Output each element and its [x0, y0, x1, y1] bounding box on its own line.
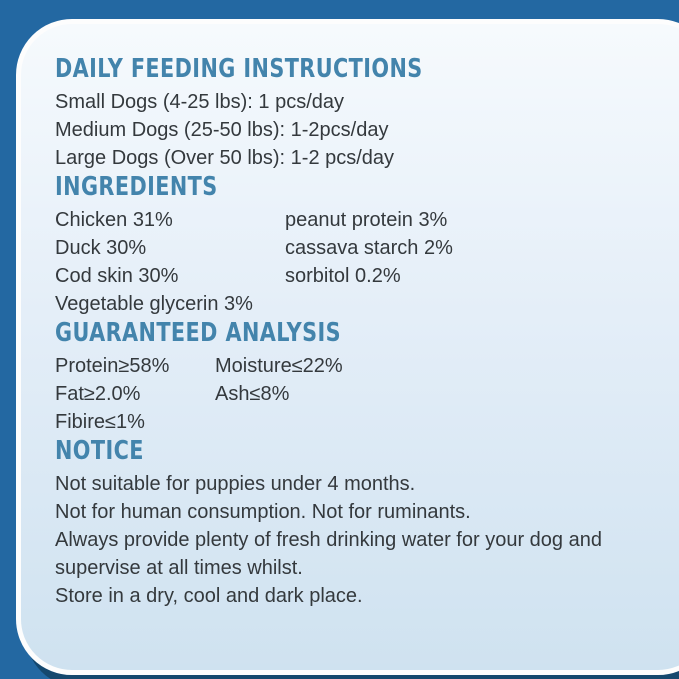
feeding-section: DAILY FEEDING INSTRUCTIONS Small Dogs (4… — [55, 54, 679, 172]
notice-line: supervise at all times whilst. — [55, 557, 303, 579]
notice-line: Not for human consumption. Not for rumin… — [55, 501, 471, 523]
analysis-section: GUARANTEED ANALYSIS Protein≥58% Fat≥2.0%… — [55, 318, 679, 436]
ingredients-heading: INGREDIENTS — [55, 172, 218, 202]
feeding-line-medium: Medium Dogs (25-50 lbs): 1-2pcs/day — [55, 119, 389, 141]
feeding-line-small: Small Dogs (4-25 lbs): 1 pcs/day — [55, 91, 345, 113]
analysis-item: Moisture≤22% — [215, 355, 343, 377]
ingredient-item: Chicken 31% — [55, 209, 173, 231]
ingredients-columns: Chicken 31% Duck 30% Cod skin 30% Vegeta… — [55, 206, 679, 318]
ingredients-section: INGREDIENTS Chicken 31% Duck 30% Cod ski… — [55, 172, 679, 318]
ingredients-left-column: Chicken 31% Duck 30% Cod skin 30% Vegeta… — [55, 206, 285, 318]
label-card: DAILY FEEDING INSTRUCTIONS Small Dogs (4… — [16, 19, 679, 675]
analysis-columns: Protein≥58% Fat≥2.0% Fibire≤1% Moisture≤… — [55, 352, 679, 436]
analysis-item: Protein≥58% — [55, 355, 170, 377]
analysis-item: Ash≤8% — [215, 383, 290, 405]
ingredient-item: Duck 30% — [55, 237, 147, 259]
ingredient-item: Cod skin 30% — [55, 265, 179, 287]
analysis-item: Fibire≤1% — [55, 411, 145, 433]
analysis-left-column: Protein≥58% Fat≥2.0% Fibire≤1% — [55, 352, 215, 436]
ingredient-item: peanut protein 3% — [285, 209, 448, 231]
notice-heading: NOTICE — [55, 436, 144, 466]
ingredient-item: sorbitol 0.2% — [285, 265, 401, 287]
notice-line: Store in a dry, cool and dark place. — [55, 585, 363, 607]
feeding-line-large: Large Dogs (Over 50 lbs): 1-2 pcs/day — [55, 147, 395, 169]
feeding-heading: DAILY FEEDING INSTRUCTIONS — [55, 54, 423, 84]
analysis-item: Fat≥2.0% — [55, 383, 141, 405]
ingredients-right-column: peanut protein 3% cassava starch 2% sorb… — [285, 206, 453, 290]
notice-line: Not suitable for puppies under 4 months. — [55, 473, 416, 495]
analysis-heading: GUARANTEED ANALYSIS — [55, 318, 342, 348]
notice-section: NOTICE Not suitable for puppies under 4 … — [55, 436, 679, 610]
notice-line: Always provide plenty of fresh drinking … — [55, 529, 602, 551]
ingredient-item: Vegetable glycerin 3% — [55, 293, 253, 315]
analysis-right-column: Moisture≤22% Ash≤8% — [215, 352, 343, 408]
ingredient-item: cassava starch 2% — [285, 237, 453, 259]
